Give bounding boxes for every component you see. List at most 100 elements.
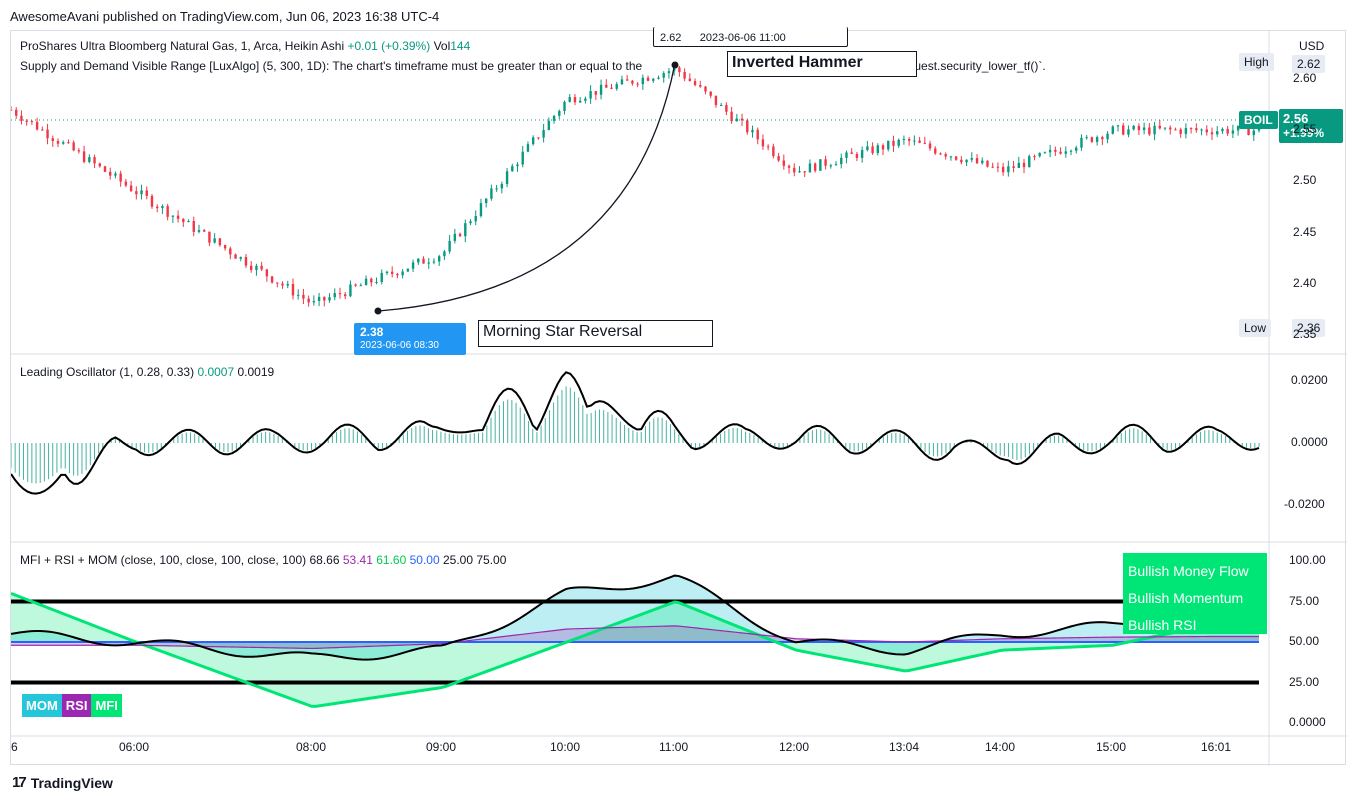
time-tick: 14:00	[985, 740, 1016, 754]
candle-body	[558, 110, 561, 116]
candle-body	[458, 233, 462, 237]
candle-body	[709, 91, 712, 96]
candle-body	[46, 129, 49, 139]
candle-body	[1075, 147, 1078, 151]
chart-container[interactable]: ProShares Ultra Bloomberg Natural Gas, 1…	[10, 27, 1347, 766]
candle-body	[349, 284, 352, 297]
candle-body	[965, 159, 968, 163]
candle-body	[255, 265, 258, 270]
candle-body	[625, 79, 629, 81]
candle-body	[526, 144, 530, 152]
candle-body	[1158, 125, 1161, 129]
currency-label: USD	[1299, 39, 1325, 53]
candle-body	[443, 251, 446, 257]
time-tick: 10:00	[550, 740, 581, 754]
candle-body	[187, 221, 190, 223]
candle-body	[881, 145, 885, 150]
candle-body	[1085, 137, 1088, 139]
candle-body	[981, 160, 984, 164]
oscillator-tick: -0.0200	[1284, 497, 1325, 511]
price-tick: 2.45	[1293, 224, 1317, 239]
candle-body	[584, 98, 587, 101]
candle-body	[876, 145, 880, 154]
candle-body	[1111, 126, 1114, 134]
candle-body	[813, 163, 817, 171]
candle-body	[323, 296, 326, 301]
candle-body	[860, 150, 864, 158]
published-header: AwesomeAvani published on TradingView.co…	[10, 9, 440, 24]
candle-body	[819, 159, 822, 171]
candle-body	[354, 284, 357, 286]
mfi-tick: 50.00	[1289, 634, 1320, 648]
candle-body	[829, 165, 833, 167]
candle-body	[652, 78, 655, 81]
candle-body	[385, 271, 389, 274]
candle-body	[203, 230, 206, 232]
candle-body	[197, 230, 201, 232]
candle-body	[469, 221, 472, 224]
candle-body	[1210, 132, 1214, 135]
chart-svg[interactable]	[11, 31, 1347, 766]
candle-body	[766, 146, 770, 148]
candle-body	[996, 166, 1000, 168]
candle-body	[1169, 127, 1172, 130]
mfi-fill	[11, 593, 1259, 707]
candle-body	[798, 171, 801, 173]
high-marker-price: 2.62	[660, 32, 682, 44]
candle-body	[448, 240, 451, 252]
candle-body	[286, 284, 289, 286]
high-label: High	[1239, 53, 1274, 71]
candle-body	[714, 95, 718, 106]
candle-body	[244, 257, 248, 266]
low-label: Low	[1239, 319, 1272, 337]
candle-body	[516, 164, 519, 167]
mfi-legend: MFI + RSI + MOM (close, 100, close, 100,…	[20, 553, 506, 567]
candle-body	[296, 294, 300, 296]
tradingview-logo-icon: 17	[12, 774, 27, 791]
candle-body	[615, 84, 618, 89]
candle-body	[928, 143, 932, 149]
candle-body	[892, 140, 895, 146]
candle-body	[803, 171, 806, 173]
candle-body	[1048, 149, 1052, 153]
candle-body	[464, 223, 467, 237]
candle-body	[208, 231, 211, 243]
candle-body	[756, 129, 759, 140]
candle-body	[636, 83, 639, 85]
candle-body	[991, 166, 994, 168]
candle-body	[453, 233, 457, 241]
candle-body	[1028, 156, 1031, 168]
candle-body	[88, 157, 91, 162]
candle-body	[422, 258, 425, 264]
bullish-money-flow: Bullish Money Flow	[1128, 563, 1249, 579]
low-marker-price: 2.38	[360, 325, 384, 339]
time-tick: 11:00	[659, 740, 689, 754]
badge-rsi: RSI	[61, 694, 92, 717]
candle-body	[484, 198, 488, 204]
candle-body	[145, 190, 148, 196]
candle-body	[667, 71, 671, 74]
candle-body	[223, 245, 227, 249]
candle-body	[114, 173, 117, 176]
candle-body	[1137, 125, 1141, 131]
candle-body	[135, 191, 138, 195]
candle-body	[531, 137, 535, 145]
candle-body	[1200, 129, 1203, 131]
candle-body	[594, 91, 598, 95]
candle-body	[265, 269, 269, 277]
pattern-top-label: Inverted Hammer	[732, 54, 863, 71]
candle-body	[1216, 131, 1219, 135]
candle-body	[411, 262, 415, 269]
candle-body	[746, 120, 749, 133]
pattern-bottom-label: Morning Star Reversal	[483, 323, 643, 340]
candle-body	[934, 148, 937, 154]
time-tick: 16:01	[1201, 740, 1232, 754]
indicator-tail: request.security_lower_tf()`.	[897, 59, 1046, 73]
candle-body	[333, 293, 336, 298]
oscillator-legend: Leading Oscillator (1, 0.28, 0.33) 0.000…	[20, 365, 274, 379]
candle-body	[725, 104, 728, 112]
rsi-line	[11, 625, 1259, 650]
candle-body	[1189, 128, 1193, 130]
oscillator-tick: 0.0000	[1291, 435, 1328, 449]
candle-body	[1043, 152, 1047, 154]
